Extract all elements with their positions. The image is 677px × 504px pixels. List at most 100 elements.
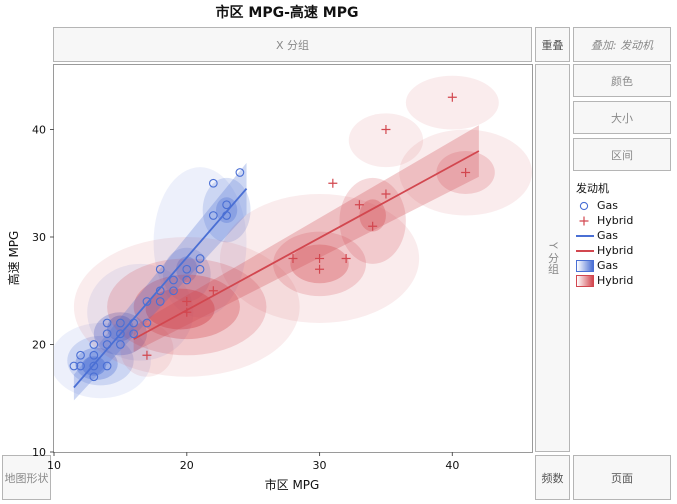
density-region-hybrid-6 (290, 244, 349, 284)
point-gas-12[interactable] (116, 329, 125, 339)
point-gas-6[interactable] (89, 340, 99, 349)
legend-item-label: Gas (597, 259, 618, 272)
overlay-label: 重叠 (541, 38, 564, 52)
point-hybrid-14[interactable] (461, 168, 471, 177)
point-gas-2[interactable] (76, 350, 85, 360)
line-swatch-icon (576, 245, 594, 257)
point-hybrid-10[interactable] (368, 221, 378, 231)
x-tick-label: 30 (313, 459, 327, 472)
point-gas-27[interactable] (208, 211, 218, 220)
point-gas-18[interactable] (155, 297, 165, 306)
point-gas-3[interactable] (89, 372, 99, 382)
y-group-zone[interactable]: Y 分组 (535, 64, 570, 452)
legend: 发动机 Gas Hybrid Gas Hybrid Gas Hybrid (576, 180, 633, 288)
point-gas-22[interactable] (169, 275, 178, 285)
density-region-hybrid-0 (73, 237, 300, 377)
y-group-label: Y 分组 (546, 241, 560, 275)
point-hybrid-0[interactable] (142, 350, 152, 360)
point-hybrid-8[interactable] (341, 254, 351, 263)
fit-line-gas (73, 188, 248, 389)
legend-item-line-gas[interactable]: Gas (576, 228, 633, 243)
point-gas-26[interactable] (195, 254, 205, 263)
color-label: 颜色 (611, 74, 633, 88)
point-gas-9[interactable] (102, 329, 112, 339)
point-gas-21[interactable] (169, 286, 178, 296)
x-axis-label: 市区 MPG (265, 477, 320, 492)
point-gas-7[interactable] (102, 361, 112, 371)
legend-item-gradient-hybrid[interactable]: Hybrid (576, 273, 633, 288)
overlay-variable-label: 叠加: 发动机 (590, 38, 654, 52)
y-tick-label: 10 (32, 446, 46, 459)
density-region-hybrid-11 (405, 75, 499, 130)
legend-item-marker-plus-hybrid[interactable]: Hybrid (576, 213, 633, 228)
size-zone[interactable]: 大小 (573, 101, 671, 134)
x-tick-label: 20 (180, 459, 194, 472)
overlay-variable-zone[interactable]: 叠加: 发动机 (573, 27, 671, 62)
density-region-gas-0 (67, 335, 134, 386)
chart-title: 市区 MPG-高速 MPG (215, 5, 359, 21)
gradient-swatch-icon (576, 274, 594, 287)
point-gas-25[interactable] (195, 264, 205, 274)
y-axis-label: 高速 MPG (6, 231, 21, 286)
point-hybrid-13[interactable] (447, 92, 457, 102)
interval-zone[interactable]: 区间 (573, 138, 671, 171)
point-gas-23[interactable] (182, 275, 192, 285)
point-gas-11[interactable] (116, 340, 125, 349)
freq-label: 频数 (541, 471, 564, 485)
color-zone[interactable]: 颜色 (573, 64, 671, 97)
point-hybrid-4[interactable] (288, 254, 298, 263)
gradient-swatch-icon (576, 259, 594, 272)
point-gas-1[interactable] (76, 361, 85, 371)
legend-item-label: Gas (597, 199, 618, 212)
freq-zone[interactable]: 频数 (535, 455, 570, 500)
point-gas-8[interactable] (102, 340, 112, 349)
circle-marker-icon (576, 200, 594, 212)
density-region-gas-1 (75, 347, 118, 380)
fit-band-gas (73, 162, 247, 401)
point-gas-28[interactable] (208, 178, 218, 188)
point-hybrid-6[interactable] (315, 254, 325, 263)
point-hybrid-5[interactable] (315, 264, 325, 274)
point-gas-15[interactable] (129, 318, 139, 328)
point-gas-31[interactable] (235, 168, 245, 177)
density-region-hybrid-12 (348, 113, 424, 168)
point-gas-24[interactable] (182, 264, 192, 274)
x-tick-label: 10 (47, 459, 61, 472)
map-shape-zone[interactable]: 地图形状 (2, 455, 51, 500)
point-gas-17[interactable] (142, 297, 152, 306)
point-gas-20[interactable] (155, 264, 165, 274)
point-hybrid-2[interactable] (182, 297, 192, 306)
point-gas-19[interactable] (155, 286, 165, 296)
point-hybrid-9[interactable] (354, 200, 364, 210)
point-gas-10[interactable] (102, 318, 112, 328)
point-gas-0[interactable] (69, 361, 79, 371)
page-zone[interactable]: 页面 (573, 455, 671, 500)
legend-item-line-hybrid[interactable]: Hybrid (576, 243, 633, 258)
point-gas-4[interactable] (89, 361, 99, 371)
point-gas-30[interactable] (222, 200, 231, 210)
y-tick-label: 20 (32, 339, 46, 352)
point-gas-29[interactable] (222, 211, 231, 220)
point-hybrid-1[interactable] (182, 307, 192, 317)
x-group-zone[interactable]: X 分组 (53, 27, 532, 62)
point-hybrid-12[interactable] (381, 125, 391, 134)
point-gas-16[interactable] (142, 318, 152, 328)
point-hybrid-7[interactable] (328, 178, 338, 188)
point-gas-13[interactable] (116, 318, 125, 328)
legend-item-marker-circle-gas[interactable]: Gas (576, 198, 633, 213)
point-gas-5[interactable] (89, 350, 99, 360)
overlay-zone[interactable]: 重叠 (535, 27, 570, 62)
map-shape-label: 地图形状 (4, 471, 49, 485)
point-hybrid-3[interactable] (208, 286, 218, 296)
legend-title: 发动机 (576, 182, 609, 195)
x-tick-label: 40 (445, 459, 459, 472)
plus-marker-icon (576, 215, 594, 227)
point-gas-14[interactable] (129, 329, 139, 339)
point-hybrid-11[interactable] (381, 189, 391, 199)
density-region-gas-5 (162, 247, 211, 302)
density-region-hybrid-5 (273, 231, 367, 297)
density-region-gas-11 (54, 323, 151, 399)
density-region-hybrid-13 (120, 323, 174, 377)
legend-item-gradient-gas[interactable]: Gas (576, 258, 633, 273)
